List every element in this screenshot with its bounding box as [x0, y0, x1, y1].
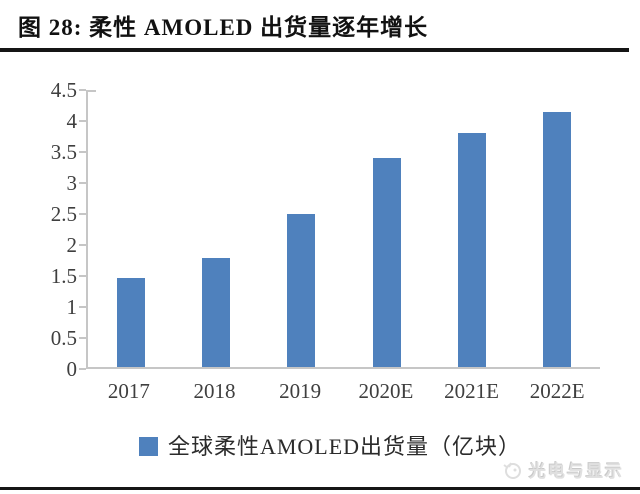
bar-column-2019: [259, 90, 344, 367]
y-tick-label: 3: [66, 171, 78, 195]
y-tick-label: 2: [66, 233, 78, 257]
plot-area: [79, 89, 600, 370]
figure-title: 图 28: 柔性 AMOLED 出货量逐年增长: [18, 15, 429, 40]
x-tick-label-2018: 2018: [193, 379, 236, 403]
legend-marker-icon: [138, 436, 158, 456]
y-tick-mark: [79, 213, 86, 215]
bar-2022E: [543, 112, 572, 367]
bar-series: [88, 90, 600, 367]
y-tick-label: 0: [66, 357, 78, 381]
legend-label: 全球柔性AMOLED出货量（亿块）: [167, 434, 522, 459]
y-axis-top-tick: [88, 90, 96, 92]
bar-2021E: [457, 133, 486, 367]
bar-2018: [201, 258, 230, 367]
y-tick-mark: [79, 89, 86, 91]
y-tick-mark: [79, 368, 86, 370]
y-tick-mark: [79, 120, 86, 122]
y-tick-mark: [79, 337, 86, 339]
y-tick-mark: [79, 182, 86, 184]
title-divider: [0, 48, 629, 52]
bar-column-2021E: [429, 90, 514, 367]
y-axis: 0 0.5 1 1.5 2 2.5 3 3.5 4 4.5: [0, 79, 78, 380]
bar-column-2018: [173, 90, 258, 367]
y-tick-mark: [79, 306, 86, 308]
logo-icon: [501, 459, 523, 481]
bar-column-2017: [88, 90, 173, 367]
x-tick-label-2020E: 2020E: [358, 379, 414, 403]
y-tick-label: 0.5: [50, 326, 77, 350]
bar-column-2020E: [344, 90, 429, 367]
x-axis: 2017 2018 2019 2020E 2021E 2022E: [86, 379, 600, 404]
y-tick-label: 4.5: [50, 78, 77, 102]
bar-2019: [287, 214, 316, 367]
y-tick-label: 3.5: [50, 140, 77, 164]
legend: 全球柔性AMOLED出货量（亿块）: [0, 429, 640, 461]
bar-column-2022E: [515, 90, 600, 367]
y-tick-label: 1.5: [50, 264, 77, 288]
y-tick-mark: [79, 151, 86, 153]
x-tick-label-2017: 2017: [107, 379, 150, 403]
x-tick-label-2019: 2019: [279, 379, 322, 403]
y-tick-mark: [79, 275, 86, 277]
bar-2017: [116, 277, 145, 367]
x-tick-label-2021E: 2021E: [444, 379, 499, 403]
watermark-text: 光电与显示: [529, 462, 624, 481]
watermark: 光电与显示: [501, 457, 624, 482]
y-tick-label: 1: [66, 295, 78, 319]
bottom-divider: [0, 487, 640, 490]
y-tick-mark: [79, 244, 86, 246]
y-tick-label: 4: [66, 109, 78, 133]
x-tick-label-2022E: 2022E: [529, 379, 585, 403]
bar-2020E: [372, 158, 401, 367]
y-tick-label: 2.5: [50, 202, 77, 226]
